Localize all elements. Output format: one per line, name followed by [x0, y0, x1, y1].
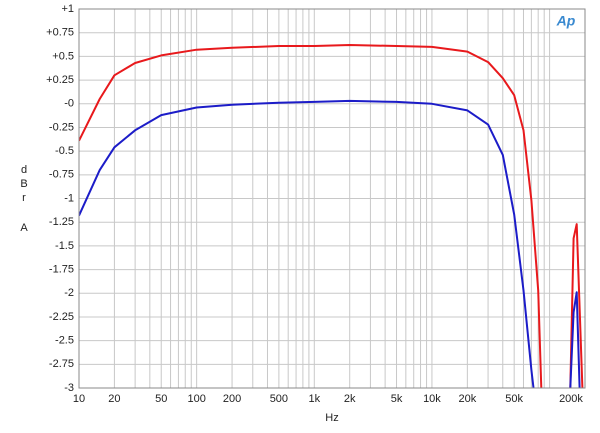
logo: Ap — [556, 13, 576, 29]
x-tick-label: 5k — [391, 393, 403, 405]
y-tick-label: -1.25 — [49, 216, 74, 228]
y-tick-label: +1 — [61, 3, 74, 15]
x-tick-label: 1k — [308, 393, 320, 405]
x-tick-label: 100 — [187, 393, 205, 405]
data-line — [79, 44, 584, 388]
y-tick-label: -2 — [64, 287, 74, 299]
x-tick-label: 10 — [73, 393, 85, 405]
x-axis-label: Hz — [325, 412, 338, 424]
y-tick-label: -0.25 — [49, 121, 74, 133]
y-tick-label: -0.75 — [49, 169, 74, 181]
plot-frame — [78, 8, 586, 389]
x-tick-label: 20 — [108, 393, 120, 405]
y-tick-label: -1.5 — [55, 240, 74, 252]
x-tick-label: 10k — [423, 393, 441, 405]
x-tick-label: 200k — [559, 393, 583, 405]
x-tick-label: 500 — [270, 393, 288, 405]
y-tick-label: +0.5 — [52, 50, 74, 62]
x-tick-label: 50 — [155, 393, 167, 405]
y-tick-label: -0 — [64, 98, 74, 110]
y-tick-label: +0.75 — [46, 27, 74, 39]
data-line — [79, 99, 581, 388]
x-tick-label: 2k — [344, 393, 356, 405]
y-tick-label: -2.75 — [49, 358, 74, 370]
y-tick-label: -1.75 — [49, 263, 74, 275]
x-tick-label: 20k — [458, 393, 476, 405]
y-tick-label: -2.25 — [49, 311, 74, 323]
y-tick-label: +0.25 — [46, 74, 74, 86]
y-axis-unit: A — [20, 222, 28, 234]
x-tick-label: 200 — [223, 393, 241, 405]
y-tick-label: -0.5 — [55, 145, 74, 157]
y-tick-label: -2.5 — [55, 335, 74, 347]
y-tick-label: -3 — [64, 382, 74, 394]
y-tick-label: -1 — [64, 192, 74, 204]
x-tick-label: 50k — [505, 393, 523, 405]
